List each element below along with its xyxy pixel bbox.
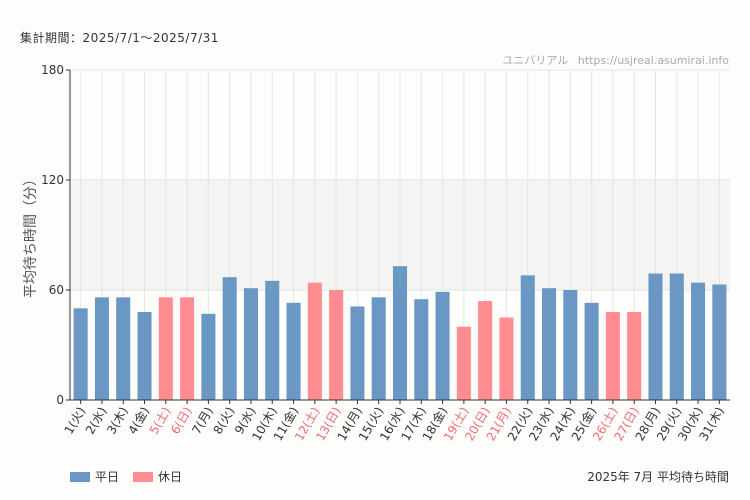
legend-swatch-holiday <box>133 471 154 482</box>
bar-2(水)[interactable] <box>94 297 109 400</box>
legend-item-weekday[interactable]: 平日 <box>70 468 119 485</box>
y-tick-label: 180 <box>41 63 64 77</box>
x-tick-label: 5(土) <box>147 405 174 437</box>
bar-13(日)[interactable] <box>329 290 344 400</box>
bar-5(土)[interactable] <box>158 297 173 400</box>
legend-label-weekday: 平日 <box>95 470 120 484</box>
x-tick-label: 8(火) <box>211 405 238 437</box>
bar-27(日)[interactable] <box>627 312 642 400</box>
bar-17(木)[interactable] <box>414 299 429 400</box>
x-tick-label: 6(日) <box>168 405 195 437</box>
y-tick-label: 60 <box>49 283 64 297</box>
bar-18(金)[interactable] <box>435 291 450 400</box>
legend-swatch-weekday <box>70 471 90 482</box>
bar-1(火)[interactable] <box>73 308 88 400</box>
bar-20(日)[interactable] <box>478 301 493 400</box>
legend: 平日 休日 <box>70 468 182 485</box>
x-axis: 1(火)2(水)3(木)4(金)5(土)6(日)7(月)8(火)9(水)10(木… <box>62 399 730 443</box>
bar-19(土)[interactable] <box>456 326 471 400</box>
bar-14(月)[interactable] <box>350 306 365 401</box>
bar-7(月)[interactable] <box>201 313 216 400</box>
y-tick-label: 120 <box>41 173 64 187</box>
bar-25(金)[interactable] <box>584 302 599 400</box>
credit-url: https://usjreal.asumirai.info <box>577 54 729 67</box>
x-tick-label: 1(火) <box>62 405 89 437</box>
legend-item-holiday[interactable]: 休日 <box>133 468 182 485</box>
bar-15(火)[interactable] <box>371 297 386 400</box>
x-tick-label: 7(月) <box>189 405 216 437</box>
bar-31(木)[interactable] <box>712 284 727 401</box>
bar-11(金)[interactable] <box>286 302 301 400</box>
site-credit: ユニバリアル https://usjreal.asumirai.info <box>502 52 729 68</box>
bar-30(水)[interactable] <box>691 282 706 400</box>
credit-site-name: ユニバリアル <box>502 54 569 67</box>
bar-8(火)[interactable] <box>222 277 237 400</box>
x-tick-label: 3(木) <box>104 405 131 437</box>
bar-28(月)[interactable] <box>648 273 663 401</box>
bar-4(金)[interactable] <box>137 312 152 400</box>
bar-22(火)[interactable] <box>520 275 535 400</box>
bar-26(土)[interactable] <box>605 312 620 400</box>
bar-29(火)[interactable] <box>669 273 684 401</box>
bar-24(木)[interactable] <box>563 290 578 400</box>
x-tick-label: 2(水) <box>83 405 110 437</box>
y-axis-label: 平均待ち時間（分） <box>23 172 39 298</box>
period-label: 集計期間：2025/7/1〜2025/7/31 <box>20 31 219 45</box>
bar-12(土)[interactable] <box>307 282 322 400</box>
bars <box>73 266 727 401</box>
bar-16(水)[interactable] <box>392 266 408 400</box>
bar-6(日)[interactable] <box>180 297 195 400</box>
bar-21(月)[interactable] <box>499 317 514 401</box>
bar-23(水)[interactable] <box>542 288 557 400</box>
bar-10(木)[interactable] <box>265 280 280 400</box>
y-axis: 0 60 120 180 <box>41 63 71 407</box>
legend-label-holiday: 休日 <box>158 470 183 484</box>
bar-9(水)[interactable] <box>243 288 258 400</box>
y-tick-label: 0 <box>56 393 64 407</box>
x-tick-label: 4(金) <box>125 404 152 437</box>
chart-footer-title: 2025年 7月 平均待ち時間 <box>587 470 729 484</box>
bar-3(木)[interactable] <box>116 297 131 400</box>
